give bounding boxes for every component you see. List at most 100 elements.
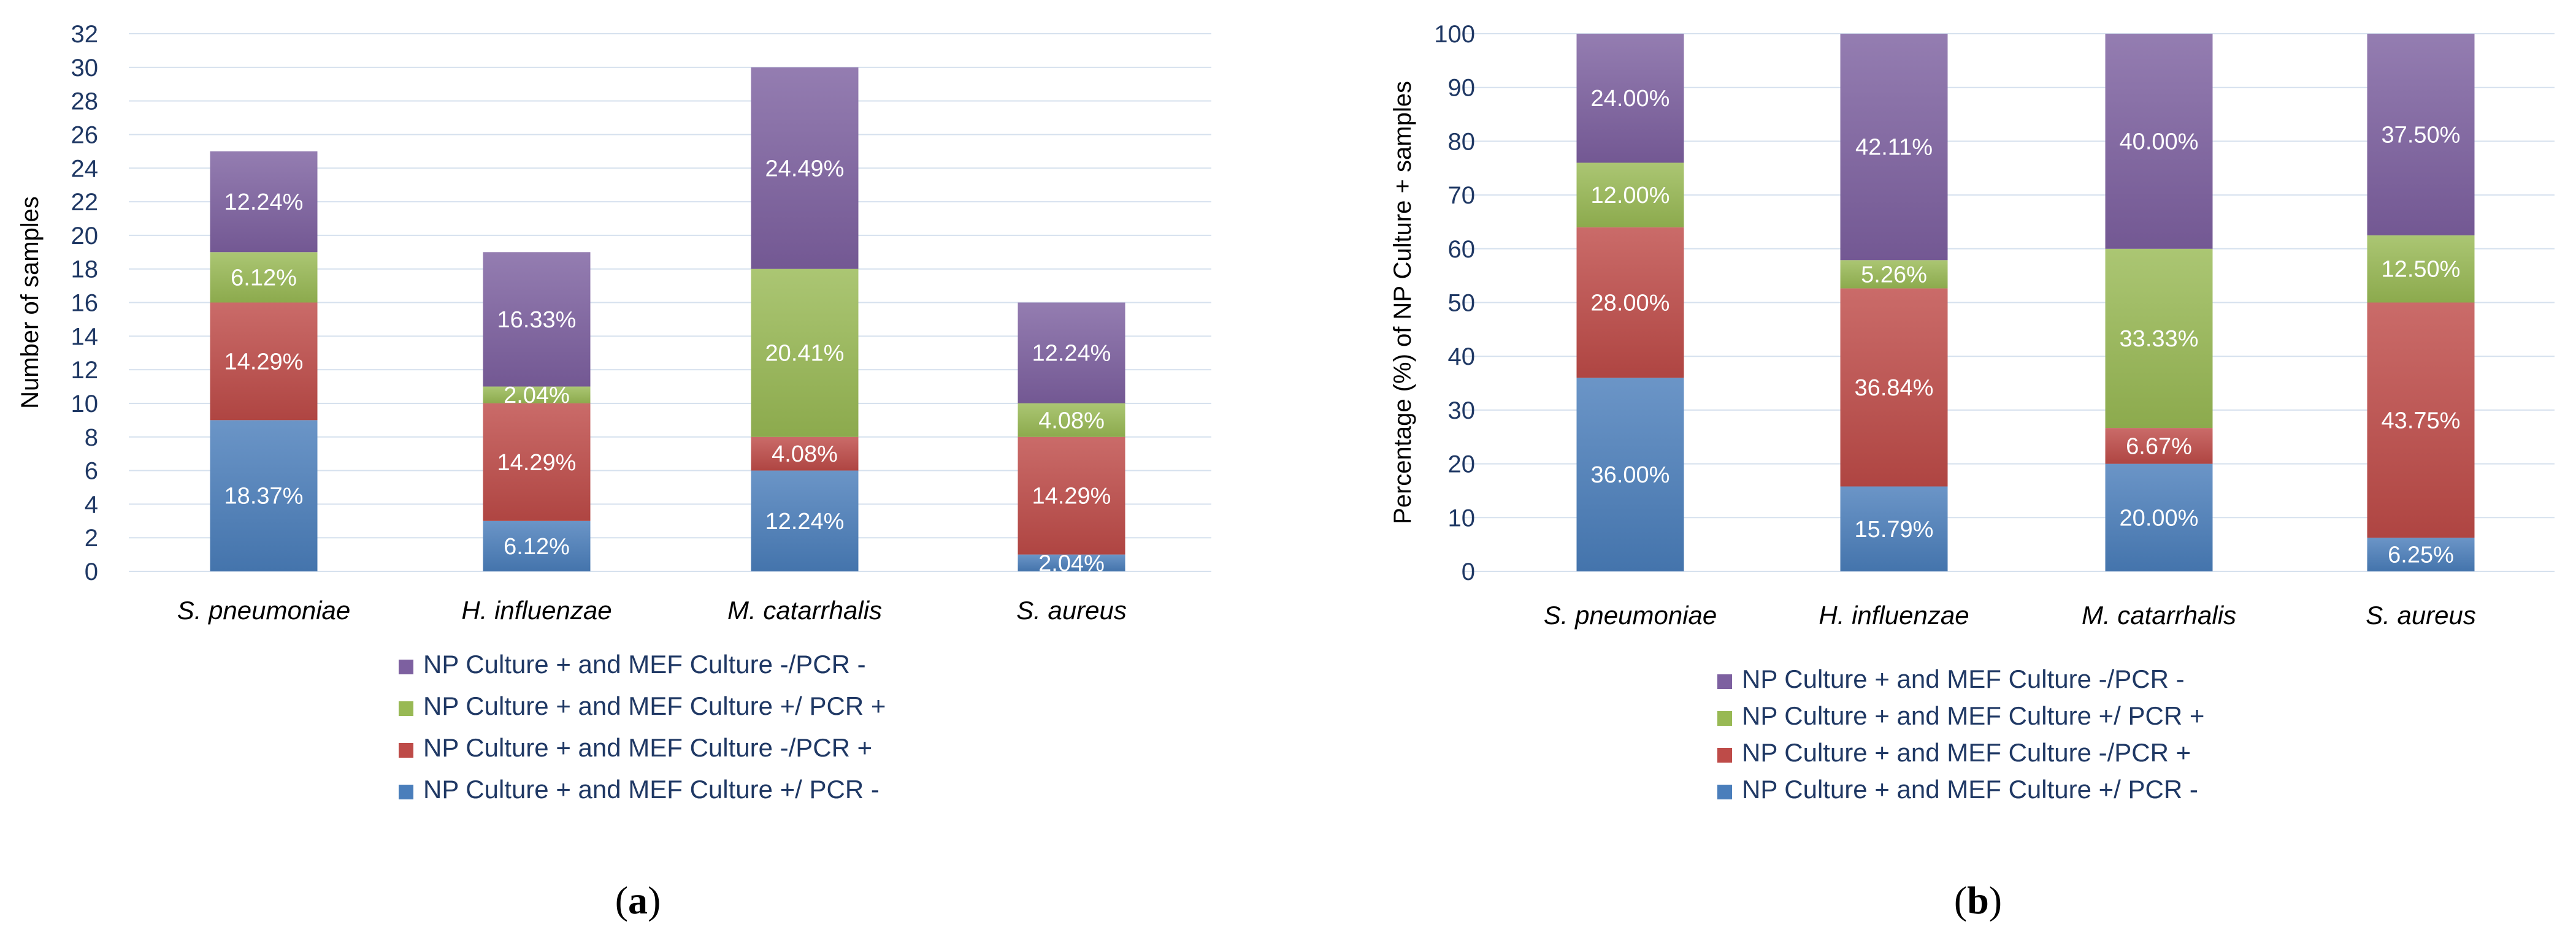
bar-segment — [483, 520, 591, 571]
category-label: S. pneumoniae — [1544, 601, 1717, 630]
legend-entry: NP Culture + and MEF Culture +/ PCR - — [423, 775, 880, 804]
category-label: S. aureus — [1016, 596, 1127, 625]
data-label: 40.00% — [2120, 129, 2199, 154]
data-label: 6.67% — [2126, 433, 2192, 459]
legend-entry: NP Culture + and MEF Culture +/ PCR + — [423, 691, 886, 720]
data-label: 20.41% — [765, 341, 845, 367]
bar-segment — [1018, 302, 1125, 403]
bar-segment — [2105, 428, 2213, 464]
bar-segment — [1576, 34, 1684, 163]
data-label: 2.04% — [1038, 551, 1105, 576]
data-label: 6.12% — [231, 265, 297, 291]
bar-segment — [1840, 288, 1948, 487]
bar-segment — [2367, 34, 2475, 235]
data-label: 36.00% — [1591, 462, 1670, 488]
bar-segment — [210, 151, 318, 253]
bar-segment — [751, 436, 859, 471]
legend-entry: NP Culture + and MEF Culture -/PCR - — [423, 650, 866, 679]
bar-segment — [2105, 34, 2213, 249]
y-tick-label: 30 — [71, 55, 99, 82]
data-label: 24.49% — [765, 156, 845, 181]
y-tick-label: 80 — [1448, 128, 1476, 155]
bar-segment — [1576, 378, 1684, 571]
legend-entry: NP Culture + and MEF Culture -/PCR - — [1742, 665, 2185, 693]
legend-swatch — [1717, 674, 1732, 689]
data-label: 28.00% — [1591, 291, 1670, 316]
legend-swatch — [399, 743, 413, 758]
category-label: H. influenzae — [1819, 601, 1969, 630]
legend-entry: NP Culture + and MEF Culture -/PCR + — [423, 733, 872, 762]
data-label: 18.37% — [224, 484, 304, 509]
data-label: 14.29% — [224, 349, 304, 375]
legend-swatch — [1717, 711, 1732, 726]
y-tick-label: 50 — [1448, 290, 1476, 317]
y-tick-label: 40 — [1448, 343, 1476, 370]
bar-segment — [2367, 235, 2475, 303]
y-tick-label: 22 — [71, 189, 99, 216]
data-label: 12.24% — [224, 189, 304, 215]
legend-swatch — [399, 701, 413, 716]
data-label: 12.24% — [765, 509, 845, 535]
y-axis-label: Percentage (%) of NP Culture + samples — [1389, 81, 1416, 524]
bar-segment — [751, 470, 859, 571]
data-label: 36.84% — [1855, 375, 1934, 401]
y-tick-label: 10 — [1448, 505, 1476, 531]
data-label: 16.33% — [497, 307, 577, 333]
legend-entry: NP Culture + and MEF Culture +/ PCR - — [1742, 775, 2198, 804]
bar-segment — [1018, 403, 1125, 437]
legend-swatch — [1717, 748, 1732, 763]
y-tick-label: 26 — [71, 121, 99, 148]
data-label: 2.04% — [504, 383, 570, 408]
bar-segment — [210, 252, 318, 303]
y-tick-label: 16 — [71, 290, 99, 317]
legend-entry: NP Culture + and MEF Culture +/ PCR + — [1742, 701, 2204, 730]
category-label: M. catarrhalis — [727, 596, 882, 625]
bar-segment — [751, 269, 859, 437]
data-label: 14.29% — [1032, 484, 1111, 509]
data-label: 43.75% — [2382, 408, 2461, 433]
y-tick-label: 20 — [71, 223, 99, 250]
data-label: 20.00% — [2120, 505, 2199, 531]
y-tick-label: 14 — [71, 323, 99, 350]
y-tick-label: 18 — [71, 256, 99, 283]
y-tick-label: 60 — [1448, 236, 1476, 263]
bar-segment — [1576, 162, 1684, 227]
category-label: S. pneumoniae — [177, 596, 351, 625]
y-tick-label: 10 — [71, 390, 99, 417]
data-label: 14.29% — [497, 450, 577, 476]
y-axis-label: Number of samples — [17, 196, 44, 409]
bar-segment — [751, 67, 859, 269]
data-label: 24.00% — [1591, 86, 1670, 112]
bar-segment — [210, 302, 318, 421]
category-label: H. influenzae — [461, 596, 611, 625]
legend-entry: NP Culture + and MEF Culture -/PCR + — [1742, 738, 2191, 767]
bar-segment — [1840, 486, 1948, 571]
y-tick-label: 32 — [71, 21, 99, 48]
y-tick-label: 24 — [71, 155, 99, 182]
panel-label: (b) — [1954, 878, 2002, 922]
data-label: 5.26% — [1861, 262, 1927, 288]
data-label: 37.50% — [2382, 122, 2461, 148]
y-tick-label: 2 — [85, 525, 98, 552]
y-tick-label: 0 — [1462, 558, 1475, 585]
bar-segment — [1576, 227, 1684, 378]
y-tick-label: 12 — [71, 357, 99, 384]
bar-segment — [483, 403, 591, 521]
y-tick-label: 8 — [85, 424, 98, 451]
legend-swatch — [399, 660, 413, 674]
y-tick-label: 4 — [85, 491, 98, 518]
bar-segment — [1018, 436, 1125, 555]
data-label: 15.79% — [1855, 517, 1934, 543]
bar-segment — [1018, 554, 1125, 571]
y-tick-label: 70 — [1448, 182, 1476, 209]
data-label: 12.24% — [1032, 341, 1111, 367]
data-label: 33.33% — [2120, 326, 2199, 352]
category-label: S. aureus — [2366, 601, 2476, 630]
legend-swatch — [1717, 785, 1732, 799]
data-label: 4.08% — [772, 441, 838, 467]
bar-segment — [1840, 260, 1948, 289]
bar-segment — [483, 386, 591, 403]
bar-segment — [2105, 248, 2213, 429]
